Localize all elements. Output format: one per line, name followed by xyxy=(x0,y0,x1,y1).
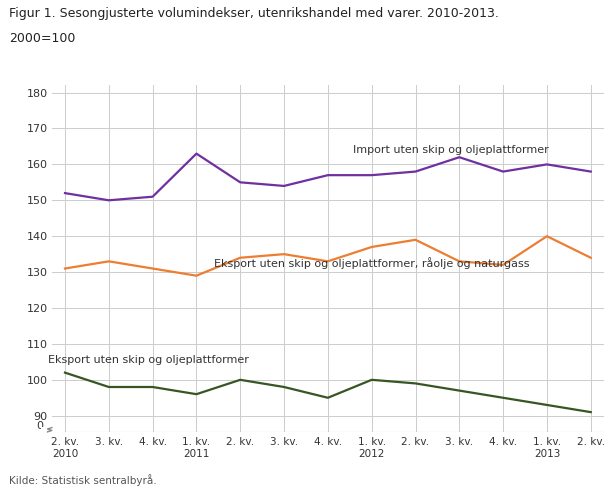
Text: Eksport uten skip og oljeplattformer: Eksport uten skip og oljeplattformer xyxy=(48,355,249,366)
Text: Kilde: Statistisk sentralbyrå.: Kilde: Statistisk sentralbyrå. xyxy=(9,474,157,486)
Text: Import uten skip og oljeplattformer: Import uten skip og oljeplattformer xyxy=(353,145,548,155)
Bar xyxy=(41,427,63,433)
Text: 2000=100: 2000=100 xyxy=(9,32,76,45)
Text: Figur 1. Sesongjusterte volumindekser, utenrikshandel med varer. 2010-2013.: Figur 1. Sesongjusterte volumindekser, u… xyxy=(9,7,499,20)
Text: 0: 0 xyxy=(36,421,43,431)
Text: Eksport uten skip og oljeplattformer, råolje og naturgass: Eksport uten skip og oljeplattformer, rå… xyxy=(214,257,529,268)
